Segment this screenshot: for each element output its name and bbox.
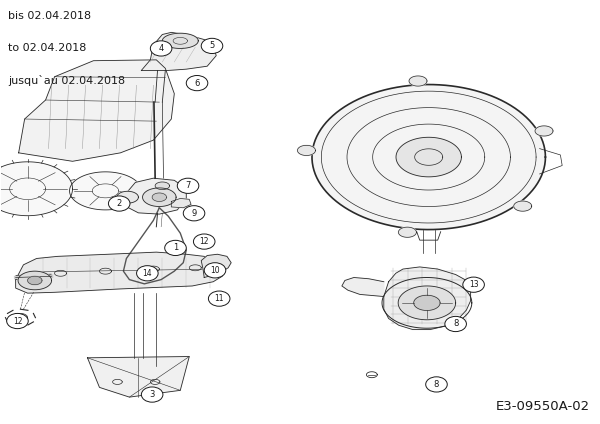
Text: 3: 3: [149, 390, 155, 399]
Text: 13: 13: [469, 280, 478, 289]
Polygon shape: [514, 201, 532, 211]
Polygon shape: [28, 276, 42, 285]
Polygon shape: [16, 252, 225, 293]
Text: 8: 8: [434, 380, 439, 389]
Circle shape: [208, 291, 230, 306]
Polygon shape: [409, 76, 427, 86]
Text: 12: 12: [199, 237, 209, 246]
Circle shape: [183, 206, 205, 221]
Circle shape: [137, 266, 158, 281]
Circle shape: [151, 41, 172, 56]
Circle shape: [177, 178, 199, 193]
Polygon shape: [312, 84, 545, 229]
Polygon shape: [18, 271, 52, 290]
Polygon shape: [384, 267, 470, 329]
Polygon shape: [171, 198, 191, 208]
Polygon shape: [143, 188, 176, 206]
Circle shape: [204, 263, 226, 278]
Polygon shape: [398, 227, 416, 237]
Circle shape: [142, 387, 163, 402]
Text: 5: 5: [209, 42, 215, 50]
Circle shape: [109, 196, 130, 211]
Text: 10: 10: [210, 266, 220, 275]
Text: bis 02.04.2018: bis 02.04.2018: [8, 11, 92, 21]
Polygon shape: [163, 33, 198, 48]
Polygon shape: [121, 178, 186, 214]
Text: 2: 2: [116, 199, 122, 208]
Text: E3-09550A-02: E3-09550A-02: [496, 400, 590, 413]
Text: 8: 8: [453, 320, 458, 329]
Text: to 02.04.2018: to 02.04.2018: [8, 43, 87, 53]
Circle shape: [463, 277, 484, 292]
Text: jusqu`au 02.04.2018: jusqu`au 02.04.2018: [8, 75, 125, 86]
Circle shape: [186, 75, 208, 91]
Polygon shape: [201, 254, 231, 277]
Text: 1: 1: [173, 243, 178, 252]
Polygon shape: [70, 172, 142, 210]
Circle shape: [165, 240, 186, 256]
Text: 14: 14: [143, 269, 152, 278]
Polygon shape: [152, 193, 167, 201]
Circle shape: [7, 313, 28, 329]
Polygon shape: [155, 182, 170, 190]
Polygon shape: [535, 126, 553, 136]
Text: 9: 9: [191, 209, 197, 218]
Circle shape: [426, 377, 447, 392]
Polygon shape: [398, 286, 455, 320]
Circle shape: [201, 38, 223, 53]
Polygon shape: [88, 357, 189, 397]
Polygon shape: [19, 60, 174, 161]
Polygon shape: [396, 137, 461, 177]
Polygon shape: [142, 32, 216, 70]
Text: 7: 7: [185, 181, 191, 190]
Circle shape: [445, 316, 466, 332]
Text: 6: 6: [194, 78, 200, 88]
Polygon shape: [0, 162, 73, 216]
Polygon shape: [117, 191, 139, 203]
Polygon shape: [342, 277, 384, 296]
Polygon shape: [298, 145, 316, 156]
Text: 4: 4: [158, 44, 164, 53]
Text: 11: 11: [214, 294, 224, 303]
Polygon shape: [414, 295, 440, 310]
Text: 12: 12: [13, 317, 22, 326]
Circle shape: [193, 234, 215, 249]
